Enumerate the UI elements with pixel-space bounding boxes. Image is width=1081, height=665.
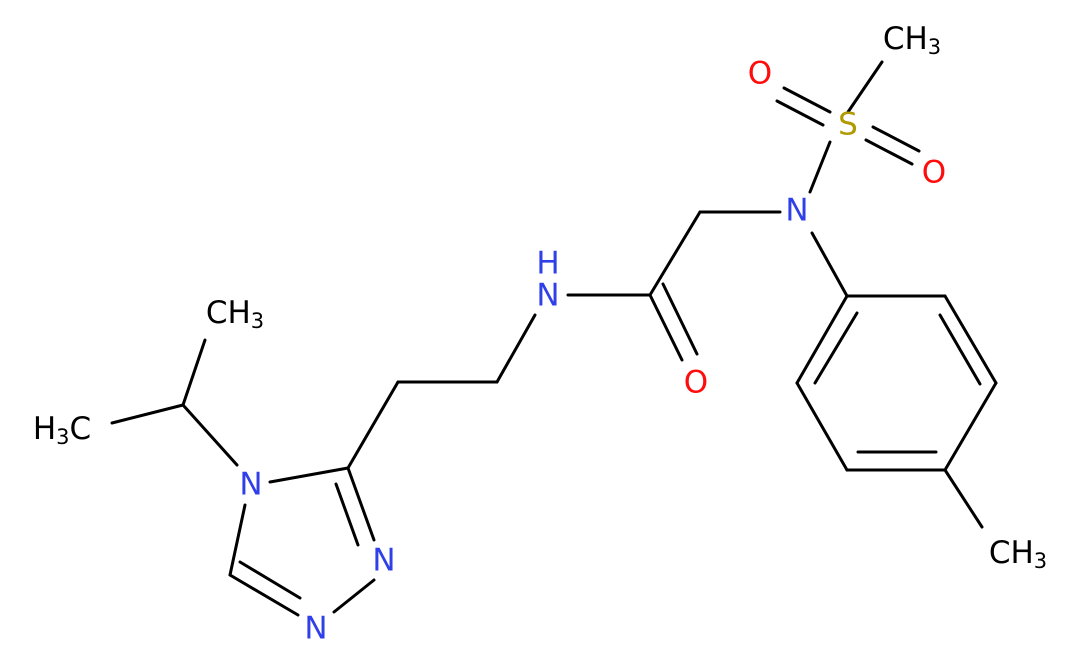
- atom-labels: CH3 O S O N N H O N N N CH3 H3C CH3: [33, 21, 1047, 647]
- atom-label: N: [304, 611, 327, 647]
- atom-label: H3C: [33, 411, 91, 450]
- atom-label: CH3: [206, 295, 264, 334]
- atom-label: S: [838, 107, 858, 143]
- atom-label: N: [239, 467, 262, 503]
- atom-label: O: [922, 155, 946, 191]
- atom-label: H: [536, 246, 559, 282]
- atom-label: CH3: [989, 535, 1047, 574]
- atom-label: O: [684, 365, 708, 401]
- atom-label: O: [748, 56, 772, 92]
- atom-label: CH3: [883, 21, 941, 60]
- atom-label: N: [785, 193, 808, 229]
- bonds: [110, 60, 998, 617]
- atom-label: N: [536, 278, 559, 314]
- atom-label: N: [372, 543, 395, 579]
